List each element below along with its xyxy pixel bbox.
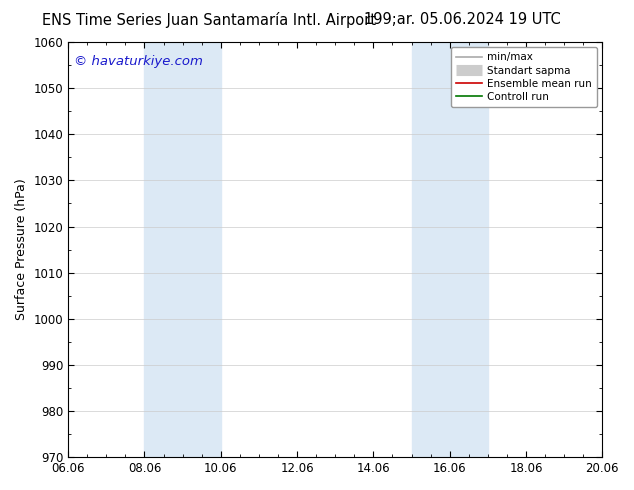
- Legend: min/max, Standart sapma, Ensemble mean run, Controll run: min/max, Standart sapma, Ensemble mean r…: [451, 47, 597, 107]
- Text: 199;ar. 05.06.2024 19 UTC: 199;ar. 05.06.2024 19 UTC: [365, 12, 561, 27]
- Text: © havaturkiye.com: © havaturkiye.com: [74, 54, 202, 68]
- Bar: [411, 42, 488, 457]
- Text: ENS Time Series Juan Santamaría Intl. Airport: ENS Time Series Juan Santamaría Intl. Ai…: [42, 12, 376, 28]
- Bar: [145, 42, 221, 457]
- Y-axis label: Surface Pressure (hPa): Surface Pressure (hPa): [15, 179, 28, 320]
